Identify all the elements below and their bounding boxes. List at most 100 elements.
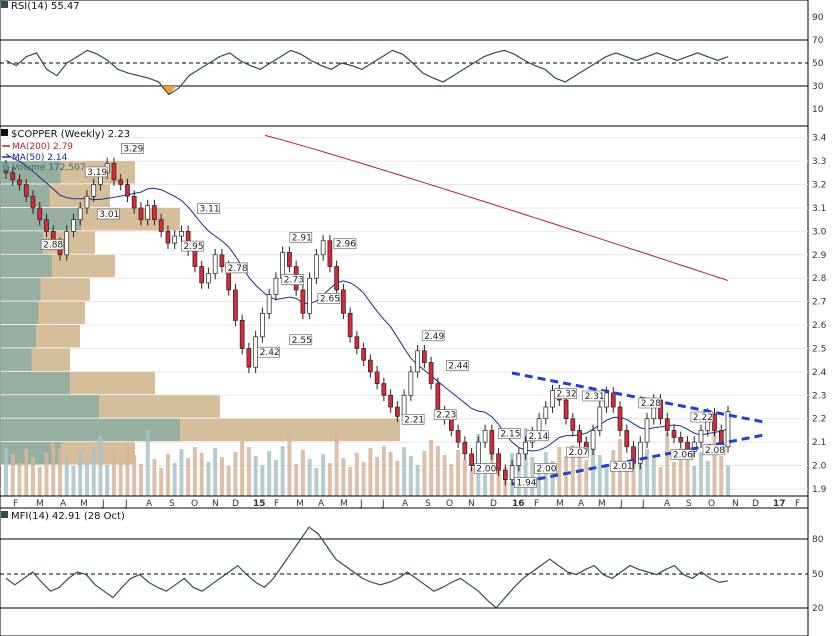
x-tick-label: N bbox=[732, 499, 739, 509]
annotation-box bbox=[638, 397, 662, 409]
volume-bar bbox=[321, 454, 326, 496]
vbp-bar-up bbox=[0, 348, 32, 371]
candle-body bbox=[84, 195, 90, 209]
price-annotation: 2.65 bbox=[317, 293, 341, 304]
volume-bar bbox=[260, 465, 265, 496]
price-annotation: 2.78 bbox=[225, 262, 248, 274]
x-tick-label: F bbox=[13, 499, 18, 509]
price-annotation: 2.00 bbox=[474, 463, 497, 475]
candle-body bbox=[30, 195, 36, 209]
price-tick-label: 3.2 bbox=[812, 181, 826, 191]
volume-bar bbox=[375, 457, 380, 496]
volume-bar bbox=[246, 447, 251, 496]
price-y-axis: 3.4 3.3 3.2 3.1 3.0 2.9 2.8 2.7 2.6 2.5 2.4 2.3 2.2 2… bbox=[812, 134, 827, 495]
price-annotation: 2.31 bbox=[582, 390, 605, 402]
volume-bar bbox=[361, 462, 366, 496]
candle-body bbox=[395, 406, 400, 417]
price-annotation: 2.55 bbox=[289, 334, 313, 346]
candle-body bbox=[165, 231, 171, 244]
volume-bar bbox=[354, 453, 359, 496]
annotation-label: 2.44 bbox=[448, 362, 468, 372]
price-annotation: 2.44 bbox=[445, 360, 469, 372]
volume-legend: Volume 172,507 bbox=[12, 163, 86, 173]
annotation-label: 2.88 bbox=[43, 240, 63, 250]
x-tick-label: A bbox=[60, 499, 67, 509]
x-tick-label: N bbox=[468, 499, 475, 509]
volume-bar bbox=[138, 464, 143, 496]
volume-bar bbox=[530, 457, 535, 496]
annotation-label: 3.19 bbox=[87, 168, 107, 178]
volume-bar bbox=[51, 442, 56, 496]
annotation-box bbox=[281, 274, 305, 285]
price-annotation: 2.91 bbox=[289, 232, 313, 243]
candle-body bbox=[523, 441, 528, 455]
volume-bar bbox=[172, 463, 177, 496]
price-annotation: 2.01 bbox=[610, 460, 633, 472]
volume-bar bbox=[125, 446, 130, 496]
volume-bar bbox=[678, 448, 683, 496]
annotation-box bbox=[401, 414, 425, 425]
candle-body bbox=[118, 179, 124, 185]
volume-bar bbox=[37, 467, 42, 496]
volume-bar bbox=[233, 452, 238, 496]
volume-bar bbox=[631, 454, 636, 496]
candle-body bbox=[388, 394, 393, 408]
volume-bar bbox=[44, 453, 49, 496]
volume-bar bbox=[483, 463, 488, 496]
candle-body bbox=[590, 430, 596, 450]
annotation-label: 2.49 bbox=[424, 332, 444, 342]
price-annotation: 2.49 bbox=[421, 330, 444, 342]
vbp-bar-up bbox=[0, 301, 39, 325]
price-tick-label: 3.1 bbox=[812, 204, 826, 214]
annotation-label: 2.00 bbox=[476, 465, 496, 475]
x-tick-label: N bbox=[212, 499, 219, 509]
annotation-label: 2.08 bbox=[705, 446, 725, 456]
x-tick-label: J bbox=[619, 499, 623, 509]
candle-body bbox=[199, 266, 205, 284]
annotation-box bbox=[526, 430, 549, 442]
volume-bar bbox=[186, 458, 191, 496]
annotation-box bbox=[96, 208, 120, 220]
price-annotation: 3.29 bbox=[121, 143, 144, 154]
candle-body bbox=[23, 184, 29, 197]
annotation-label: 2.22 bbox=[693, 413, 713, 423]
volume-bar bbox=[118, 460, 123, 496]
x-tick-label: A bbox=[146, 499, 153, 509]
volume-bar bbox=[651, 458, 656, 496]
annotation-box bbox=[257, 346, 281, 358]
volume-bar bbox=[449, 464, 454, 496]
candle-body bbox=[320, 240, 326, 256]
annotation-label: 2.28 bbox=[641, 399, 661, 409]
annotation-box bbox=[197, 203, 220, 214]
annotation-label: 3.01 bbox=[99, 210, 119, 220]
annotation-label: 2.96 bbox=[336, 240, 356, 250]
volume-bar bbox=[699, 452, 704, 496]
volume-bar bbox=[422, 451, 427, 496]
volume-bar bbox=[685, 457, 690, 496]
volume-bar bbox=[307, 459, 312, 496]
price-annotation: 2.73 bbox=[281, 274, 305, 286]
volume-bar bbox=[557, 447, 562, 496]
candle-body bbox=[273, 277, 279, 295]
volume-bar bbox=[726, 465, 730, 496]
annotation-box bbox=[333, 238, 357, 250]
rsi-oversold-fill bbox=[160, 86, 177, 95]
candle-body bbox=[300, 289, 306, 314]
annotation-box bbox=[582, 390, 605, 402]
candle-body bbox=[428, 362, 434, 384]
volume-bar bbox=[206, 462, 211, 496]
mfi-tick-50: 50 bbox=[812, 570, 824, 580]
volume-bar bbox=[523, 428, 528, 496]
volume-bar bbox=[408, 456, 413, 496]
vbp-bar-up bbox=[0, 254, 52, 278]
volume-bar bbox=[415, 465, 420, 496]
candle-body bbox=[415, 350, 420, 373]
candle-body bbox=[374, 371, 380, 384]
candle-body bbox=[77, 207, 83, 221]
rsi-tick-10: 10 bbox=[812, 105, 824, 115]
x-tick-label: A bbox=[664, 499, 671, 509]
x-tick-label: 16 bbox=[512, 499, 525, 509]
annotation-label: 3.11 bbox=[200, 205, 220, 215]
candle-body bbox=[489, 430, 495, 455]
